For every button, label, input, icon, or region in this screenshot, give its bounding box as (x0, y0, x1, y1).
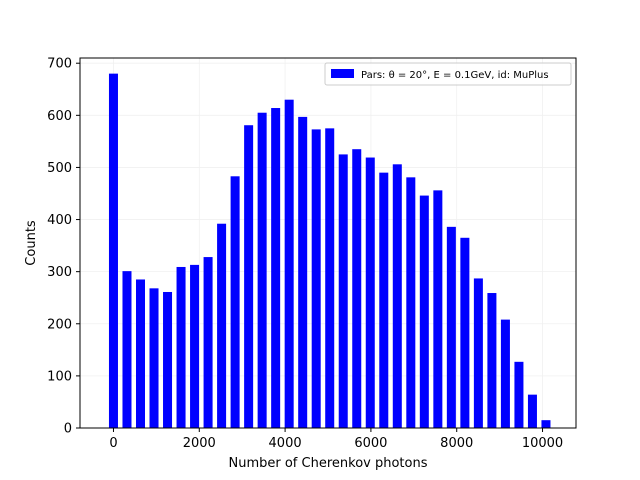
bar (203, 257, 213, 428)
y-tick-label: 500 (47, 161, 72, 176)
bar (446, 226, 456, 428)
bar (108, 73, 118, 429)
bar (135, 279, 146, 428)
bar (298, 116, 308, 428)
bar (541, 420, 551, 428)
x-tick-label: 2000 (183, 436, 216, 451)
x-tick-label: 10000 (522, 436, 563, 451)
y-tick-label: 700 (47, 57, 72, 72)
x-axis-label: Number of Cherenkov photons (229, 456, 428, 471)
bar (527, 394, 537, 428)
x-tick-label: 4000 (269, 436, 302, 451)
y-tick-label: 400 (47, 213, 72, 228)
y-tick-label: 600 (47, 109, 72, 124)
y-tick-label: 0 (64, 422, 72, 437)
x-tick-label: 0 (109, 436, 117, 451)
bar (163, 291, 173, 428)
x-tick-label: 6000 (354, 436, 387, 451)
bar (122, 271, 132, 428)
bar (149, 288, 159, 428)
bar (244, 125, 254, 429)
bar (433, 190, 443, 428)
bar (190, 264, 200, 428)
bar (365, 157, 375, 428)
legend-swatch (331, 69, 354, 78)
bar (392, 164, 402, 428)
bar (217, 223, 227, 428)
x-axis-ticks: 0 2000 4000 6000 8000 10000 (109, 428, 563, 451)
y-tick-label: 300 (47, 265, 72, 280)
bars-group (108, 73, 551, 429)
bar (311, 129, 321, 429)
bar (487, 293, 497, 428)
bar (176, 266, 186, 428)
bar (460, 237, 470, 428)
bar (338, 154, 348, 428)
bar (284, 99, 294, 429)
y-tick-label: 200 (47, 317, 72, 332)
y-tick-label: 100 (47, 369, 72, 384)
bar (514, 361, 524, 428)
y-axis-label: Counts (24, 220, 39, 266)
bar (352, 149, 362, 428)
bar (257, 112, 267, 428)
bar (325, 128, 335, 428)
y-axis-ticks: 0 100 200 300 400 500 600 700 (47, 57, 80, 437)
bar (406, 177, 416, 428)
legend-entry: Pars: θ = 20°, E = 0.1GeV, id: MuPlus (361, 70, 549, 81)
bar (230, 176, 240, 428)
bar (473, 278, 483, 428)
plot-frame (79, 57, 577, 429)
x-tick-label: 8000 (440, 436, 473, 451)
bar (379, 172, 389, 428)
bar (419, 195, 429, 428)
legend: Pars: θ = 20°, E = 0.1GeV, id: MuPlus (324, 62, 572, 86)
bar (500, 319, 510, 428)
bar (271, 108, 281, 428)
legend-box (324, 62, 572, 86)
